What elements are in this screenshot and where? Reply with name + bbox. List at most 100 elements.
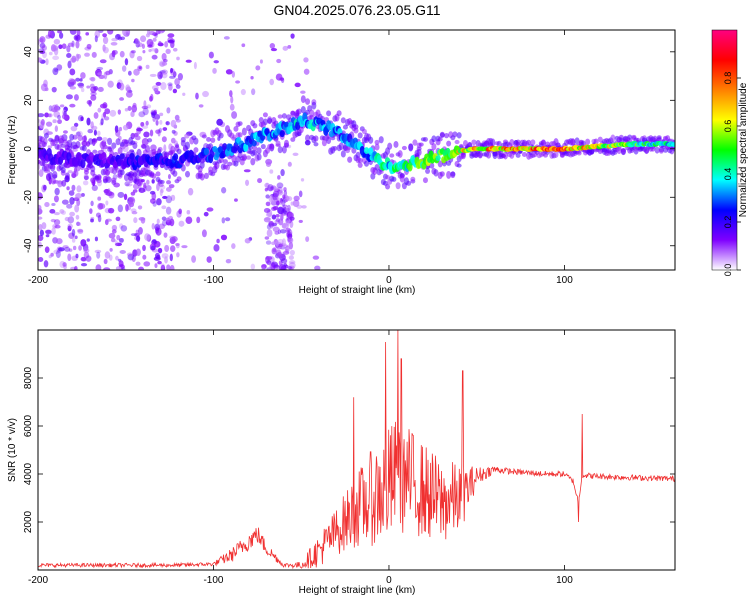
spectral-halo-blob	[81, 135, 87, 142]
spectral-noise-blob	[156, 198, 162, 206]
snr-x-tick-label: -200	[28, 575, 48, 586]
spectral-noise-blob	[170, 67, 174, 74]
spectral-halo-blob	[654, 146, 660, 154]
spectral-noise-blob	[131, 211, 138, 215]
spectral-noise-blob	[272, 186, 279, 192]
spectral-noise-blob	[70, 141, 77, 150]
spectral-noise-blob	[276, 58, 282, 64]
spectral-halo-blob	[119, 169, 125, 176]
spectral-noise-blob	[75, 214, 80, 220]
spectral-halo-blob	[321, 139, 327, 147]
spectral-noise-blob	[71, 55, 77, 63]
spectral-noise-blob	[230, 95, 234, 104]
spectral-noise-blob	[125, 183, 133, 187]
spectral-noise-blob	[276, 246, 283, 250]
spectral-halo-blob	[58, 137, 64, 146]
spectral-noise-blob	[67, 170, 73, 174]
spectrogram-x-tick-label: -100	[203, 275, 223, 286]
spectral-noise-blob	[66, 186, 70, 191]
spectral-noise-blob	[167, 39, 175, 43]
spectral-noise-blob	[111, 37, 118, 42]
spectral-noise-blob	[127, 105, 132, 111]
spectral-noise-blob	[276, 200, 280, 206]
spectral-halo-blob	[574, 137, 580, 145]
spectral-noise-blob	[41, 184, 47, 193]
spectral-noise-blob	[165, 217, 171, 223]
spectral-noise-blob	[175, 118, 181, 123]
spectral-noise-blob	[71, 184, 76, 192]
spectral-noise-blob	[155, 30, 161, 35]
spectral-noise-blob	[287, 161, 292, 167]
spectral-noise-blob	[167, 33, 175, 38]
spectral-ridge-blob	[119, 153, 125, 160]
spectral-noise-blob	[281, 238, 286, 247]
spectral-noise-blob	[206, 256, 212, 263]
spectral-noise-blob	[119, 250, 126, 255]
spectral-noise-blob	[278, 201, 285, 206]
spectral-noise-blob	[195, 92, 199, 100]
spectral-noise-blob	[176, 56, 180, 61]
spectral-halo-blob	[347, 156, 353, 163]
spectral-noise-blob	[43, 260, 49, 268]
spectral-noise-blob	[162, 127, 168, 131]
spectral-noise-blob	[52, 55, 60, 61]
spectral-noise-blob	[93, 129, 97, 136]
spectral-noise-blob	[109, 109, 117, 117]
spectral-ridge-blob	[251, 140, 257, 147]
spectral-halo-blob	[290, 110, 296, 118]
spectral-noise-blob	[56, 64, 63, 71]
spectral-noise-blob	[108, 254, 113, 261]
spectral-noise-blob	[288, 265, 295, 270]
spectral-noise-blob	[68, 248, 73, 252]
colorbar-tick-label: 0.8	[723, 72, 733, 85]
spectral-noise-blob	[149, 73, 157, 77]
spectral-noise-blob	[104, 251, 111, 259]
spectral-noise-blob	[45, 121, 53, 127]
spectral-halo-blob	[159, 179, 165, 185]
spectral-noise-blob	[109, 248, 113, 252]
spectral-noise-blob	[154, 113, 160, 121]
spectral-noise-blob	[143, 100, 147, 108]
spectral-noise-blob	[142, 254, 147, 260]
spectral-noise-blob	[45, 234, 50, 238]
spectral-noise-blob	[290, 33, 295, 39]
spectral-noise-blob	[223, 36, 230, 40]
spectral-noise-blob	[201, 229, 207, 238]
spectral-halo-blob	[450, 171, 456, 177]
spectral-noise-blob	[203, 211, 209, 217]
spectral-noise-blob	[104, 108, 111, 115]
spectral-noise-blob	[298, 190, 303, 198]
spectral-halo-blob	[340, 117, 346, 124]
spectral-noise-blob	[287, 229, 293, 237]
spectrogram-x-tick-label: 100	[556, 275, 573, 286]
spectral-noise-blob	[99, 59, 107, 64]
spectral-noise-blob	[69, 103, 76, 108]
spectral-noise-blob	[153, 109, 157, 115]
spectral-halo-blob	[52, 171, 58, 179]
spectral-noise-blob	[198, 104, 204, 108]
spectral-noise-blob	[303, 68, 310, 75]
spectral-noise-blob	[156, 183, 160, 192]
spectral-noise-blob	[146, 38, 154, 47]
spectral-halo-blob	[193, 147, 199, 153]
spectral-noise-blob	[59, 104, 65, 108]
spectral-noise-blob	[202, 90, 209, 98]
spectral-noise-blob	[79, 78, 83, 82]
spectral-noise-blob	[213, 60, 219, 64]
spectral-noise-blob	[126, 252, 134, 257]
spectral-halo-blob	[222, 159, 228, 165]
spectral-noise-blob	[149, 129, 154, 137]
spectrogram-y-tick-label: 40	[23, 46, 34, 58]
spectral-noise-blob	[161, 219, 168, 227]
spectral-noise-blob	[154, 48, 159, 54]
spectral-halo-blob	[115, 138, 121, 146]
spectral-noise-blob	[160, 82, 167, 90]
spectral-noise-blob	[89, 83, 95, 89]
spectral-noise-blob	[38, 169, 44, 177]
spectral-noise-blob	[99, 103, 107, 109]
spectral-noise-blob	[97, 72, 103, 76]
spectral-noise-blob	[59, 32, 64, 39]
spectral-noise-blob	[303, 57, 309, 63]
spectral-noise-blob	[300, 90, 306, 94]
spectral-noise-blob	[90, 218, 94, 223]
